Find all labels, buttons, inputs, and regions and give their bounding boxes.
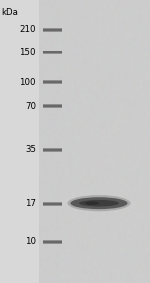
Ellipse shape	[85, 201, 99, 205]
Text: kDa: kDa	[2, 8, 18, 17]
Bar	[43, 202, 62, 203]
Bar	[43, 52, 62, 53]
Text: 100: 100	[20, 78, 36, 87]
Bar	[43, 80, 62, 81]
Bar	[43, 83, 62, 84]
Bar	[43, 149, 62, 151]
Text: 150: 150	[20, 48, 36, 57]
Bar	[43, 107, 62, 108]
Bar	[43, 241, 62, 243]
Bar	[43, 81, 62, 83]
Bar	[43, 28, 62, 29]
Text: 35: 35	[25, 145, 36, 155]
Bar	[43, 104, 62, 105]
Bar	[43, 51, 62, 52]
Bar	[43, 203, 62, 205]
Ellipse shape	[79, 200, 119, 207]
Bar	[43, 240, 62, 241]
Bar	[43, 53, 62, 54]
Ellipse shape	[70, 197, 128, 209]
Bar	[39, 0, 150, 283]
Bar	[43, 148, 62, 149]
Bar	[43, 151, 62, 152]
Bar	[43, 105, 62, 107]
Ellipse shape	[68, 195, 130, 211]
Bar	[43, 29, 62, 31]
Text: 10: 10	[25, 237, 36, 246]
Text: 210: 210	[20, 25, 36, 34]
Bar	[43, 243, 62, 244]
Text: 70: 70	[25, 102, 36, 111]
Text: 17: 17	[25, 199, 36, 208]
Bar	[60, 0, 150, 283]
